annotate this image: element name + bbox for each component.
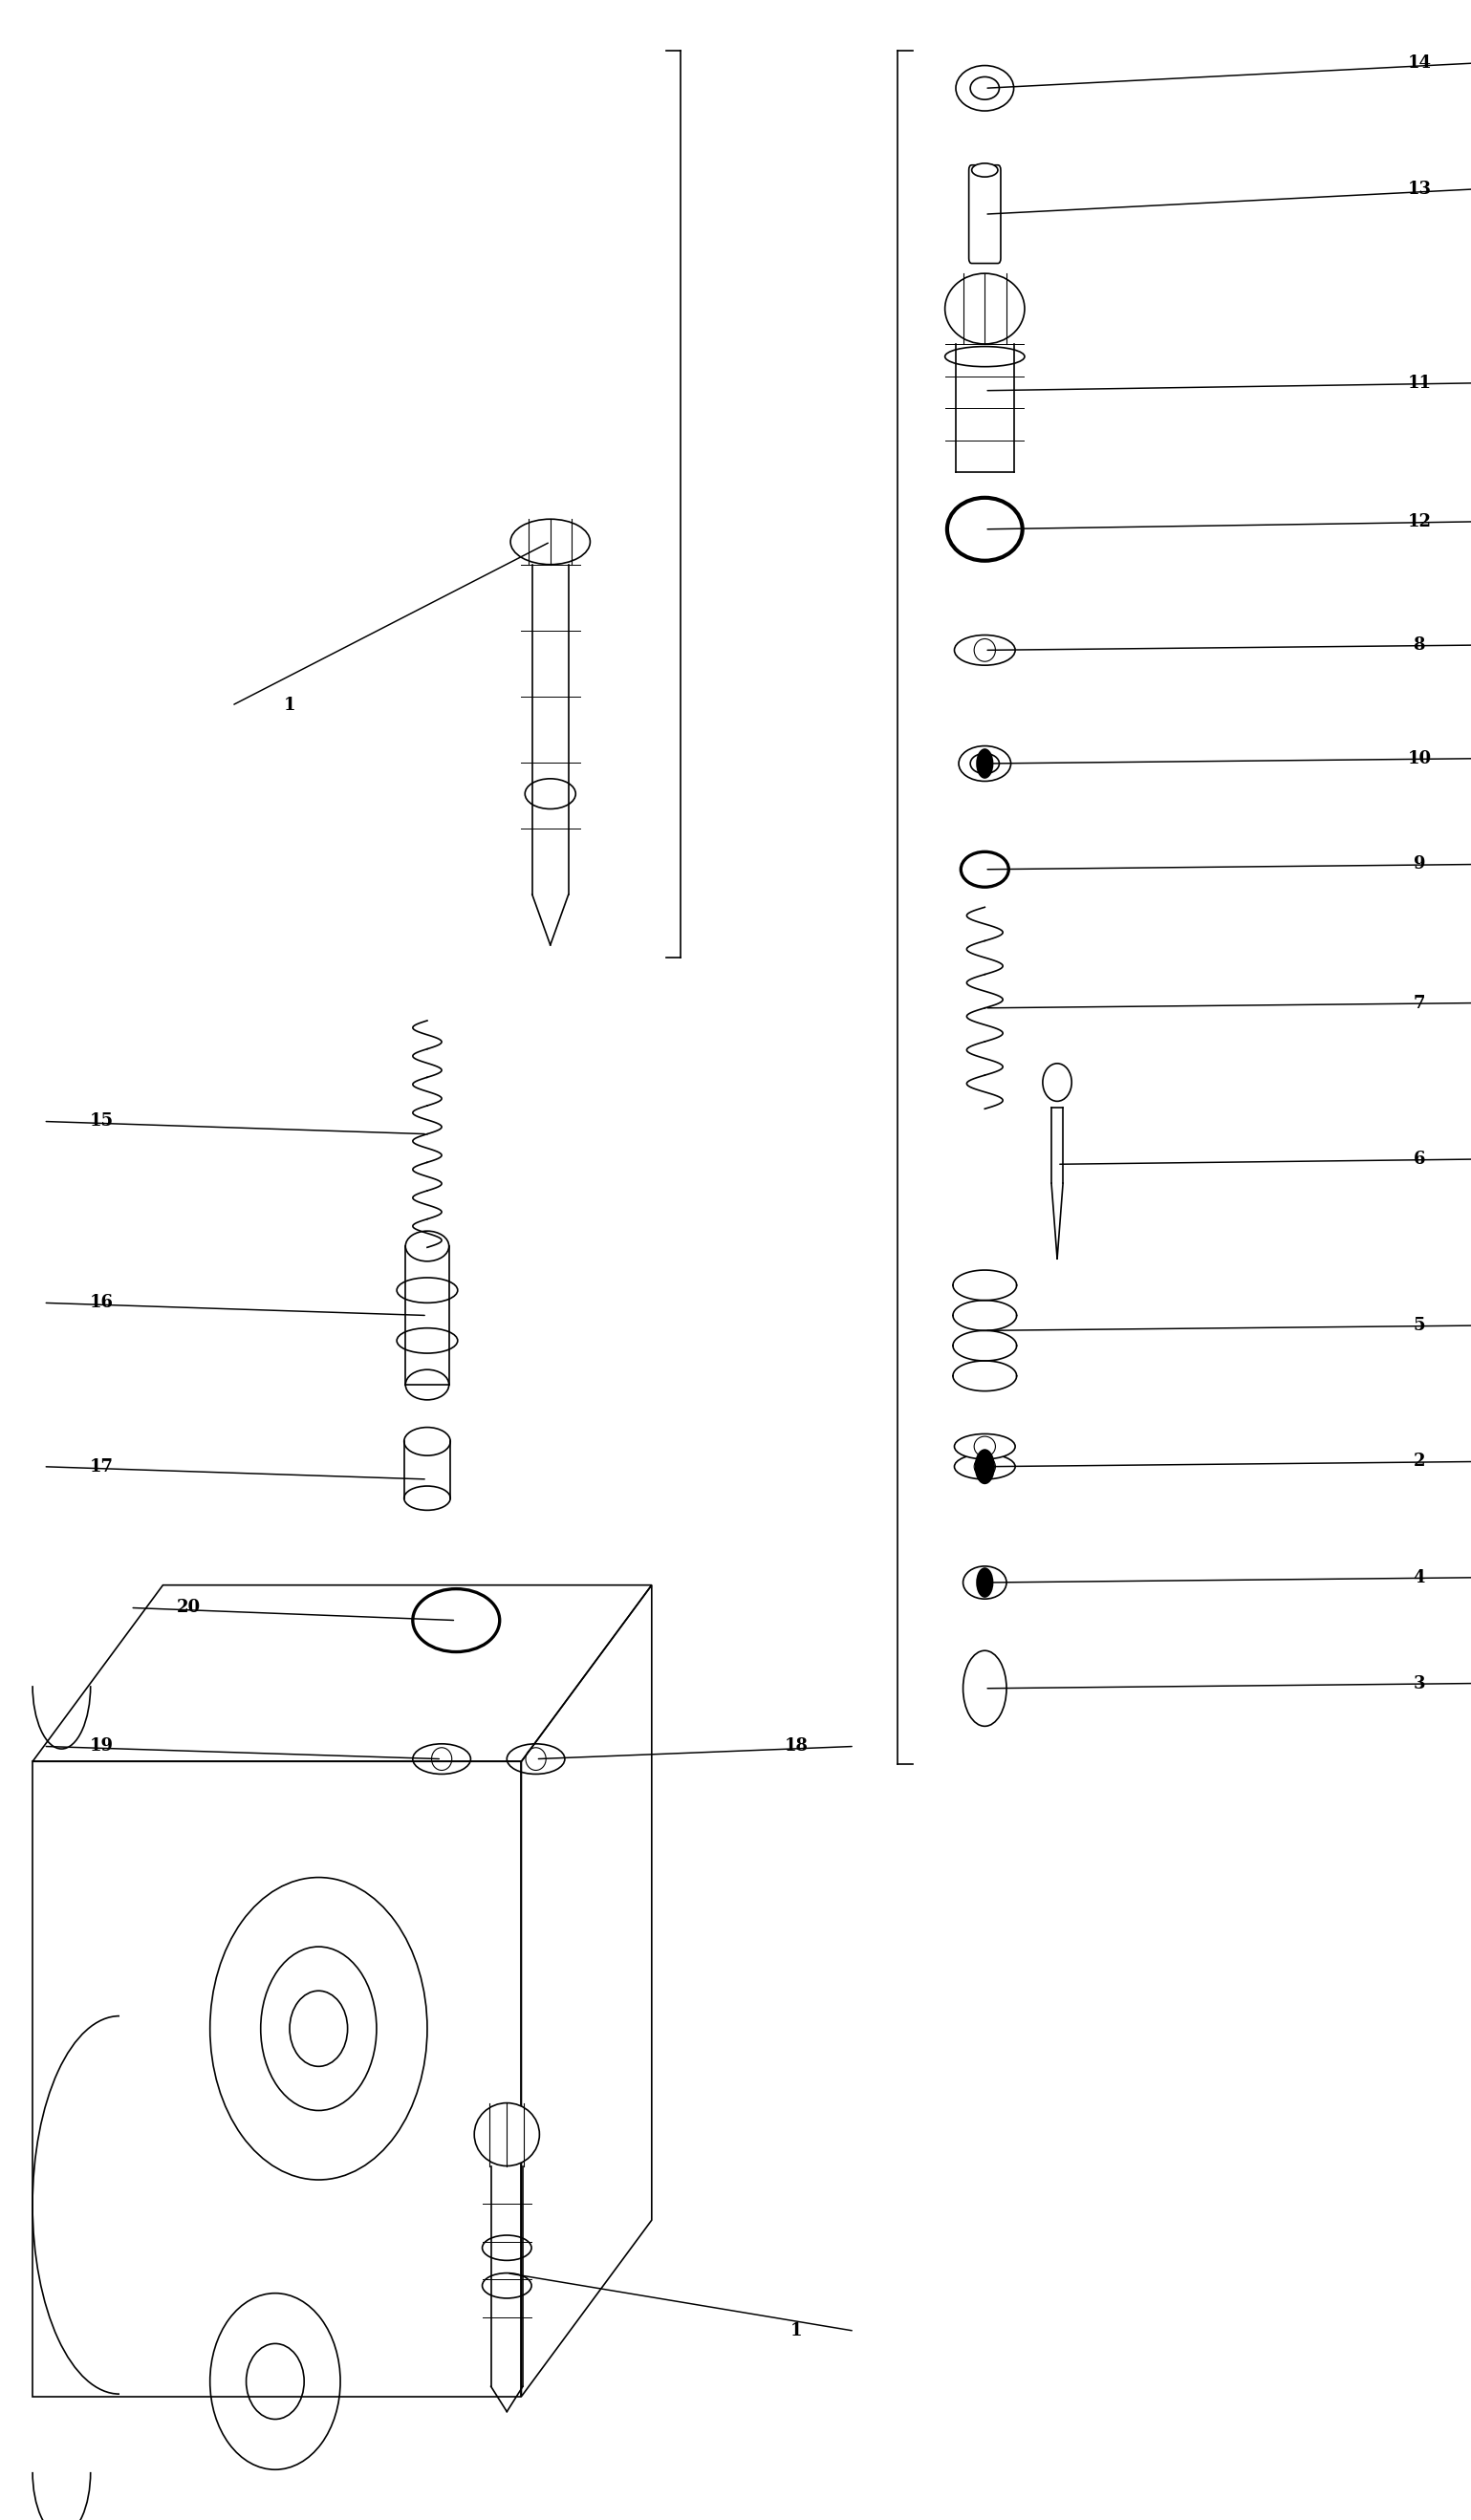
Ellipse shape	[955, 635, 1015, 665]
Text: 3: 3	[1414, 1676, 1425, 1691]
Text: 6: 6	[1414, 1152, 1425, 1167]
Ellipse shape	[974, 1457, 996, 1477]
Text: 16: 16	[90, 1295, 113, 1310]
Ellipse shape	[1043, 1063, 1072, 1101]
Ellipse shape	[972, 164, 997, 176]
Circle shape	[977, 748, 993, 779]
Text: 2: 2	[1414, 1454, 1425, 1469]
Text: 19: 19	[90, 1739, 113, 1754]
Ellipse shape	[971, 753, 999, 774]
Text: 14: 14	[1408, 55, 1431, 71]
Text: 5: 5	[1414, 1318, 1425, 1333]
Ellipse shape	[974, 640, 996, 663]
Text: 4: 4	[1414, 1570, 1425, 1585]
Text: 12: 12	[1408, 514, 1431, 529]
Ellipse shape	[474, 2102, 540, 2165]
Ellipse shape	[507, 1744, 565, 1774]
Text: 9: 9	[1414, 857, 1425, 872]
Ellipse shape	[964, 1567, 1006, 1600]
Text: 1: 1	[284, 698, 296, 713]
Ellipse shape	[413, 1744, 471, 1774]
Ellipse shape	[406, 1371, 449, 1401]
FancyBboxPatch shape	[969, 164, 1000, 265]
Text: 20: 20	[177, 1600, 200, 1615]
Ellipse shape	[405, 1426, 450, 1457]
Ellipse shape	[510, 519, 590, 564]
Ellipse shape	[974, 1436, 996, 1457]
Text: 7: 7	[1414, 995, 1425, 1011]
Ellipse shape	[525, 1749, 546, 1769]
Circle shape	[977, 1567, 993, 1598]
Ellipse shape	[405, 1487, 450, 1509]
Text: 17: 17	[90, 1459, 113, 1474]
Circle shape	[975, 1449, 994, 1484]
Ellipse shape	[955, 1434, 1015, 1459]
Ellipse shape	[955, 1454, 1015, 1479]
Text: 13: 13	[1408, 181, 1431, 197]
Ellipse shape	[431, 1749, 452, 1769]
Text: 1: 1	[790, 2323, 803, 2339]
Text: 10: 10	[1408, 751, 1431, 766]
Text: 11: 11	[1408, 375, 1431, 391]
Text: 18: 18	[784, 1739, 809, 1754]
Ellipse shape	[406, 1232, 449, 1263]
Text: 8: 8	[1414, 638, 1425, 653]
Ellipse shape	[944, 272, 1025, 345]
Ellipse shape	[959, 746, 1011, 781]
Text: 15: 15	[90, 1114, 113, 1129]
